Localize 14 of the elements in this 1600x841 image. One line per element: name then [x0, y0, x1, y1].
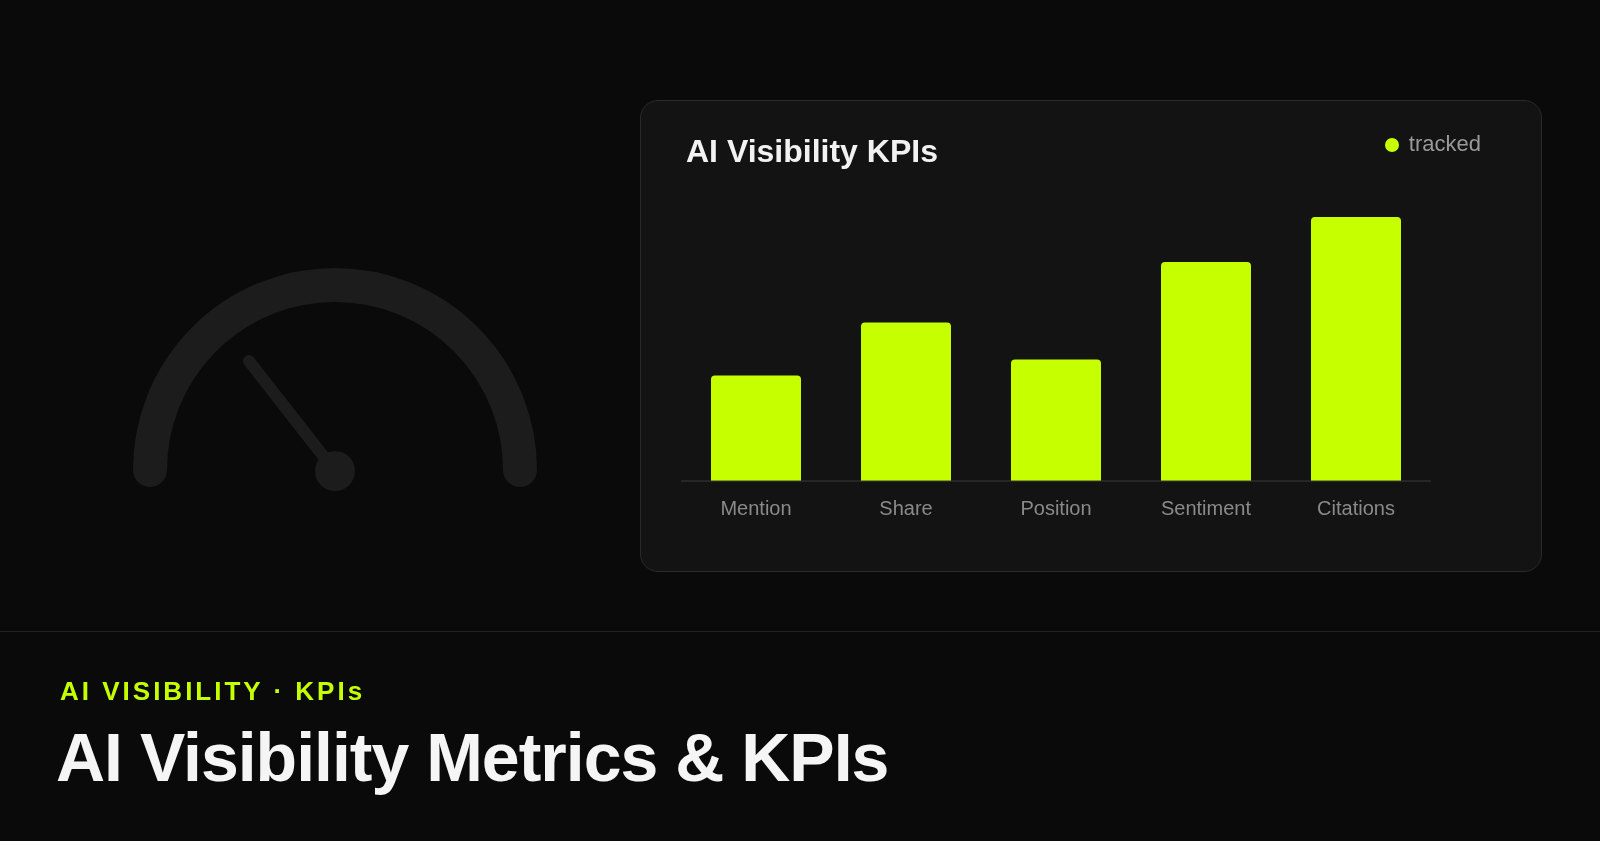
x-tick-label: Position — [1020, 497, 1092, 520]
x-tick-label: Mention — [720, 497, 792, 520]
bar — [711, 375, 801, 481]
chart-title: AI Visibility KPIs — [686, 133, 938, 170]
legend-label: tracked — [1408, 131, 1481, 156]
bar — [861, 322, 951, 481]
x-tick-label: Citations — [1317, 497, 1395, 520]
bar — [1161, 261, 1251, 481]
x-tick-label: Sentiment — [1160, 497, 1252, 520]
bar — [1311, 217, 1401, 481]
x-tick-label: Share — [879, 497, 933, 520]
text: AI VISIBILITY · KPIs — [60, 676, 366, 707]
bar — [1011, 359, 1101, 481]
text: AI Visibility Metrics & KPIs — [56, 718, 889, 796]
